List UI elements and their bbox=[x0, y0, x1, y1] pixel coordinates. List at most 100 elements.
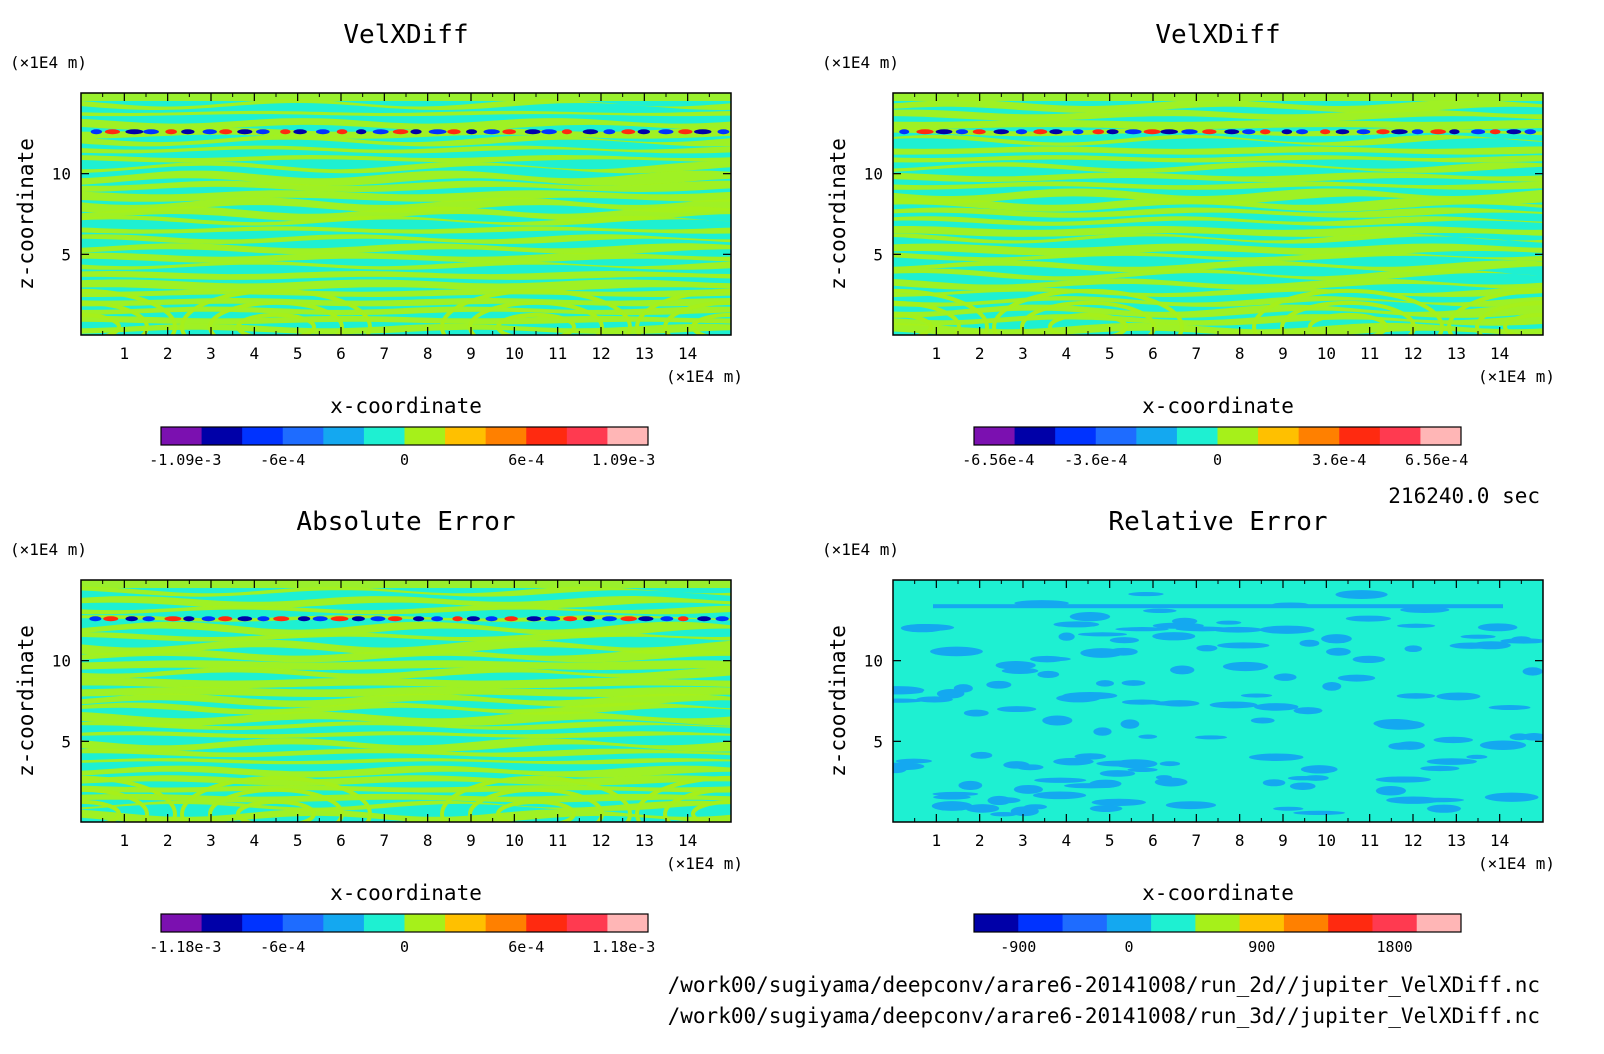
contour-band bbox=[893, 260, 1543, 273]
x-axis-label: x-coordinate bbox=[1142, 394, 1294, 418]
x-tick-label: 5 bbox=[1105, 344, 1115, 363]
contour-arc bbox=[468, 787, 604, 822]
contour-cell bbox=[293, 129, 307, 135]
y-tick-label: 5 bbox=[873, 732, 883, 751]
contour-cell bbox=[1326, 647, 1351, 656]
colorbar-label: 900 bbox=[1248, 938, 1275, 956]
x-tick-label: 6 bbox=[336, 831, 346, 850]
x-tick-label: 10 bbox=[1317, 344, 1336, 363]
contour-cell bbox=[1092, 129, 1105, 135]
contour-cell bbox=[1072, 129, 1084, 135]
contour-cell bbox=[1159, 700, 1200, 707]
colorbar-swatch bbox=[1136, 427, 1178, 445]
contour-cell bbox=[1506, 129, 1522, 135]
contour-cell bbox=[544, 616, 561, 622]
contour-cell bbox=[524, 129, 541, 135]
contour-cell bbox=[372, 129, 389, 135]
contour-cell bbox=[582, 129, 599, 135]
x-tick-label: 5 bbox=[293, 831, 303, 850]
contour-cell bbox=[1404, 645, 1423, 653]
colorbar-label: 0 bbox=[400, 938, 409, 956]
contour-cell bbox=[1335, 590, 1388, 599]
contour-cell bbox=[916, 696, 953, 703]
x-tick-label: 10 bbox=[1317, 831, 1336, 850]
contour-band bbox=[893, 188, 1543, 204]
contour-cell bbox=[412, 616, 425, 622]
contour-cell bbox=[993, 129, 1009, 135]
x-tick-label: 1 bbox=[932, 831, 942, 850]
x-tick-label: 12 bbox=[591, 344, 610, 363]
colorbar-swatch bbox=[1176, 427, 1218, 445]
contour-cell bbox=[1033, 791, 1087, 800]
contour-cell bbox=[602, 616, 617, 622]
footer-line-2: /work00/sugiyama/deepconv/arare6-2014100… bbox=[668, 1004, 1540, 1028]
contour-band bbox=[893, 278, 1543, 291]
x-tick-label: 8 bbox=[423, 344, 433, 363]
contour-cell bbox=[165, 129, 177, 135]
colorbar-swatch bbox=[404, 427, 446, 445]
contour-cell bbox=[1106, 129, 1119, 135]
contour-cell bbox=[1143, 608, 1177, 613]
y-unit-label: (×1E4 m) bbox=[822, 540, 899, 559]
x-tick-label: 8 bbox=[1235, 344, 1245, 363]
contour-cell bbox=[1299, 639, 1320, 647]
contour-band bbox=[81, 271, 731, 280]
colorbar-label: 0 bbox=[1213, 451, 1222, 469]
contour-cell bbox=[1074, 753, 1107, 760]
contour-cell bbox=[541, 129, 557, 135]
colorbar-frame bbox=[160, 426, 649, 446]
x-axis-label: x-coordinate bbox=[330, 394, 482, 418]
chart-panel-3: Absolute Error(×1E4 m)1 2 3 4 5 6 7 8 9 10 11 12 13 1… bbox=[10, 507, 743, 956]
contour-band bbox=[893, 146, 1543, 155]
contour-cell bbox=[1420, 765, 1460, 772]
x-tick-label: 11 bbox=[548, 344, 567, 363]
contour-band bbox=[81, 702, 731, 715]
colorbar-swatch bbox=[1283, 914, 1329, 932]
x-tick-label: 12 bbox=[591, 831, 610, 850]
contour-cell bbox=[1320, 129, 1331, 135]
contour-band bbox=[81, 677, 731, 689]
contour-cell bbox=[1345, 615, 1392, 622]
colorbar-swatch bbox=[1095, 427, 1137, 445]
contour-band bbox=[893, 216, 1543, 226]
contour-band bbox=[81, 306, 731, 316]
colorbar-swatch bbox=[1062, 914, 1108, 932]
heatmap-field bbox=[893, 580, 1543, 822]
contour-cell bbox=[1217, 642, 1270, 649]
contour-cell bbox=[1152, 632, 1196, 641]
colorbar-label: -1.18e-3 bbox=[149, 938, 221, 956]
contour-arc bbox=[1020, 300, 1156, 335]
contour-arc bbox=[81, 312, 121, 335]
contour-cell bbox=[1411, 797, 1464, 803]
x-tick-label: 9 bbox=[466, 831, 476, 850]
chart-title: Relative Error bbox=[1108, 507, 1327, 537]
contour-cell bbox=[1121, 680, 1146, 686]
y-unit-label: (×1E4 m) bbox=[10, 540, 87, 559]
x-tick-label: 11 bbox=[1360, 344, 1379, 363]
x-tick-label: 5 bbox=[293, 344, 303, 363]
colorbar-swatch bbox=[323, 427, 365, 445]
colorbar-swatch bbox=[282, 427, 324, 445]
contour-cell bbox=[1053, 621, 1100, 628]
contour-arc bbox=[1447, 288, 1543, 335]
contour-cell bbox=[1037, 670, 1060, 679]
contour-cell bbox=[1524, 129, 1536, 135]
x-tick-label: 14 bbox=[678, 344, 697, 363]
contour-arc bbox=[208, 787, 344, 822]
timestamp: 216240.0 sec bbox=[1388, 484, 1540, 508]
colorbar-label: -900 bbox=[1000, 938, 1036, 956]
contour-band bbox=[81, 758, 731, 765]
contour-band bbox=[81, 639, 731, 656]
colorbar-swatch bbox=[566, 427, 608, 445]
x-tick-label: 10 bbox=[505, 831, 524, 850]
x-tick-label: 2 bbox=[163, 831, 173, 850]
contour-cell bbox=[1260, 129, 1271, 135]
contour-band bbox=[81, 215, 731, 226]
contour-arc bbox=[1280, 300, 1416, 335]
contour-band bbox=[81, 161, 731, 174]
contour-arc bbox=[236, 799, 316, 822]
y-tick-label: 10 bbox=[864, 165, 883, 184]
contour-cell bbox=[336, 129, 348, 135]
x-tick-label: 3 bbox=[206, 344, 216, 363]
